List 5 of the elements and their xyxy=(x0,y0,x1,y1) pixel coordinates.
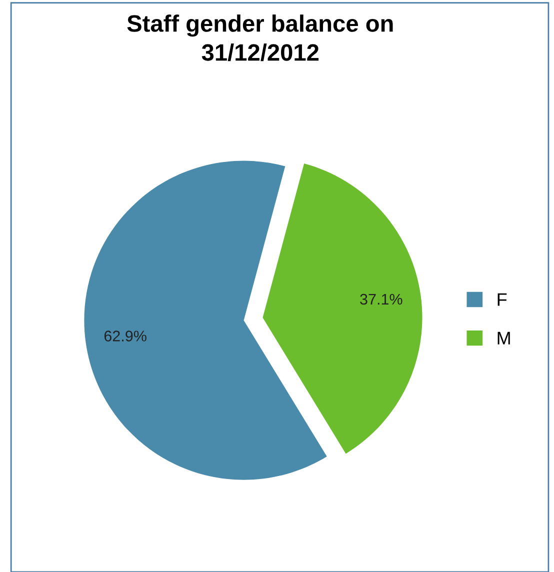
chart-title: Staff gender balance on 31/12/2012 xyxy=(127,14,393,62)
data-label: 62.9% xyxy=(104,330,146,342)
legend-label: F xyxy=(498,293,507,306)
legend-label: M xyxy=(498,332,510,344)
data-label: 37.1% xyxy=(360,294,402,305)
